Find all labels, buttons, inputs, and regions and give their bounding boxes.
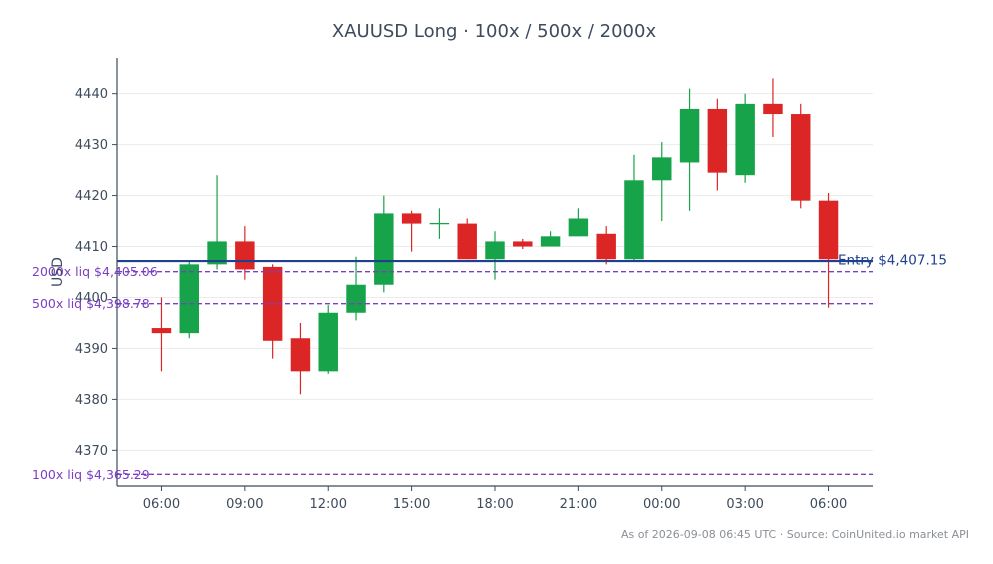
x-tick-label: 06:00 (810, 497, 847, 512)
candle-body (346, 284, 366, 313)
candles (151, 78, 839, 395)
y-tick-label: 4400 (75, 291, 108, 306)
candle-body (179, 264, 199, 334)
candle-body (207, 241, 227, 265)
y-tick-label: 4370 (75, 444, 108, 459)
candle-bearish (235, 226, 255, 280)
y-tick-label: 4380 (75, 393, 108, 408)
candle-bullish (346, 256, 366, 321)
candle-bullish (429, 208, 450, 239)
candle-body (151, 328, 172, 334)
liquidation-label: 500x liq $4,398.78 (32, 296, 150, 311)
candle-body (791, 114, 811, 201)
x-tick-label: 00:00 (643, 497, 680, 512)
candle-body (318, 312, 338, 372)
candle-bullish (207, 175, 227, 270)
candle-bullish (318, 305, 338, 374)
candle-bullish (679, 88, 700, 211)
x-tick-label: 06:00 (143, 497, 180, 512)
candle-bullish (568, 208, 589, 237)
footer-source-note: As of 2026-09-08 06:45 UTC · Source: Coi… (621, 528, 969, 541)
y-tick-label: 4390 (75, 342, 108, 357)
candle-body (374, 213, 394, 285)
candle-body (679, 108, 700, 163)
x-tick-label: 03:00 (726, 497, 763, 512)
candle-bearish (151, 297, 172, 372)
candle-bullish (485, 231, 505, 280)
candle-body (652, 157, 672, 181)
candle-bearish (596, 226, 616, 265)
axes: 4370 4380 4390 4400 4410 4420 4430 4440 06:00 09:… (75, 58, 873, 512)
candle-bullish (624, 154, 644, 262)
candle-body (457, 223, 477, 260)
candle-body (540, 236, 561, 247)
candle-body (235, 241, 255, 270)
candle-body (624, 180, 644, 260)
candle-bearish (791, 103, 811, 209)
candle-bearish (818, 193, 839, 308)
candle-body (596, 233, 616, 260)
candle-bullish (374, 195, 394, 293)
liquidation-label: 2000x liq $4,405.06 (32, 264, 158, 279)
candle-bullish (540, 231, 561, 247)
y-tick-label: 4410 (75, 240, 108, 255)
candle-bearish (707, 98, 728, 191)
candle-body (513, 241, 533, 247)
candle-bearish (513, 238, 533, 250)
x-tick-label: 09:00 (226, 497, 263, 512)
liquidation-label: 100x liq $4,365.29 (32, 467, 150, 482)
candle-body (763, 103, 783, 115)
y-axis-label: USD (50, 257, 66, 287)
x-tick-label: 12:00 (310, 497, 347, 512)
entry-label: Entry $4,407.15 (838, 253, 947, 269)
candle-body (401, 213, 422, 224)
y-tick-label: 4430 (75, 138, 108, 153)
x-tick-label: 15:00 (393, 497, 430, 512)
x-tick-label: 21:00 (560, 497, 597, 512)
candle-bearish (457, 218, 477, 260)
candle-body (485, 241, 505, 260)
candle-body (568, 218, 589, 237)
candle-bearish (290, 322, 311, 395)
chart-title: XAUUSD Long · 100x / 500x / 2000x (332, 21, 657, 42)
y-tick-label: 4440 (75, 87, 108, 102)
level-labels: 2000x liq $4,405.06 500x liq $4,398.78 100… (32, 253, 947, 482)
candle-body (707, 108, 728, 173)
x-tick-label: 18:00 (476, 497, 513, 512)
candle-bearish (262, 264, 283, 359)
candle-body (735, 103, 755, 176)
price-levels (117, 259, 873, 475)
candle-body (290, 338, 311, 372)
candle-bearish (763, 78, 783, 137)
candle-bullish (735, 93, 755, 183)
candle-body (818, 200, 839, 260)
candle-bearish (401, 210, 422, 252)
candle-bullish (652, 142, 672, 222)
y-tick-label: 4420 (75, 189, 108, 204)
candle-bullish (179, 261, 199, 339)
